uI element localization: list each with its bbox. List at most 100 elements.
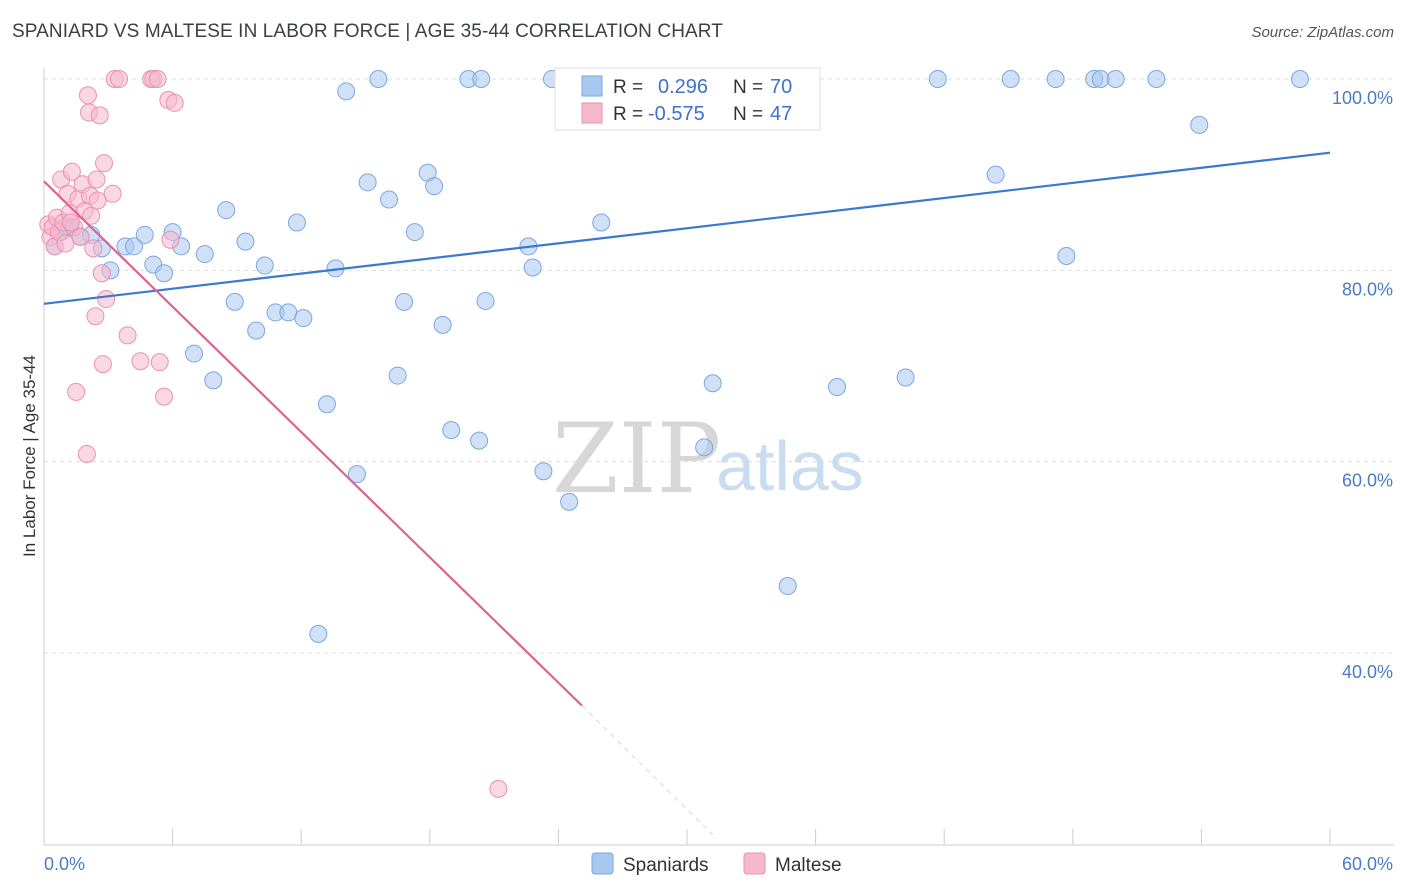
gridlines [44, 78, 1394, 654]
spaniards-point [287, 213, 306, 232]
spaniards-point [1046, 70, 1065, 88]
spaniards-point [405, 223, 424, 242]
spaniards-point [433, 315, 452, 334]
trend-lines [43, 151, 1331, 836]
x-tick-label: 0.0% [44, 854, 85, 874]
spaniards-points [45, 70, 1309, 643]
y-tick-label: 60.0% [1342, 471, 1393, 491]
maltese-point [489, 779, 508, 798]
spaniards-point [279, 303, 298, 322]
chart-title: SPANIARD VS MALTESE IN LABOR FORCE | AGE… [12, 21, 723, 42]
spaniards-point [1106, 70, 1125, 88]
spaniards-point [470, 431, 489, 450]
watermark-atlas-text: atlas [716, 427, 864, 505]
maltese-point [131, 352, 150, 371]
spaniards-point [560, 492, 579, 511]
stats-box: R = 0.296 N = 70 R = -0.575 N = 47 [554, 67, 821, 131]
maltese-point [103, 184, 122, 203]
maltese-point [78, 86, 97, 105]
spaniards-point [317, 395, 336, 414]
spaniards-point [1147, 70, 1166, 88]
x-tick-labels: 0.0% 60.0% [44, 854, 1393, 874]
maltese-point [92, 264, 111, 283]
stats-n-label-2: N = [733, 104, 763, 125]
spaniards-point [195, 245, 214, 264]
spaniards-point [472, 70, 491, 88]
stats-n-label-1: N = [733, 77, 763, 98]
maltese-point [161, 230, 180, 249]
spaniards-point [217, 201, 236, 220]
maltese-point [88, 191, 107, 210]
spaniards-point [369, 70, 388, 88]
spaniards-point [380, 190, 399, 209]
spaniards-point [1290, 70, 1309, 88]
legend: Spaniards Maltese [591, 852, 842, 876]
maltese-point [110, 70, 129, 88]
y-tick-label: 80.0% [1342, 279, 1393, 299]
spaniards-point [236, 232, 255, 251]
stats-r-label-1: R = [613, 77, 643, 98]
stats-n-value-1: 70 [770, 76, 792, 98]
maltese-point [93, 355, 112, 374]
legend-swatch-maltese [743, 852, 766, 875]
spaniards-point [309, 624, 328, 643]
maltese-point [67, 382, 86, 401]
y-tick-labels: 100.0% 80.0% 60.0% 40.0% [1332, 88, 1393, 682]
maltese-trend-extension [581, 705, 714, 836]
spaniards-point [204, 371, 223, 390]
maltese-point [71, 227, 90, 246]
spaniards-point [1001, 70, 1020, 88]
stats-r-label-2: R = [613, 104, 643, 125]
spaniards-point [534, 462, 553, 481]
maltese-point [56, 234, 75, 253]
spaniards-point [358, 173, 377, 192]
maltese-point [77, 445, 96, 464]
spaniards-point [425, 177, 444, 196]
maltese-point [148, 70, 167, 88]
maltese-point [165, 93, 184, 112]
watermark-zip-text: ZIP [552, 403, 721, 515]
spaniards-point [185, 344, 204, 363]
spaniards-point [125, 237, 144, 256]
maltese-trend-line [43, 180, 583, 707]
maltese-point [87, 170, 106, 189]
stats-n-value-2: 47 [770, 103, 792, 125]
spaniards-point [247, 321, 266, 340]
maltese-point [155, 387, 174, 406]
maltese-point [61, 213, 80, 232]
y-axis-title: In Labor Force | Age 35-44 [20, 355, 39, 557]
y-tick-label: 40.0% [1342, 662, 1393, 682]
axes [43, 68, 1394, 846]
stats-r-value-1: 0.296 [658, 76, 708, 98]
stats-r-value-2: -0.575 [648, 103, 705, 125]
spaniards-point [695, 438, 714, 457]
legend-swatch-spaniards [591, 852, 614, 875]
spaniards-point [703, 374, 722, 393]
spaniards-point [1190, 115, 1209, 134]
spaniards-point [225, 292, 244, 311]
maltese-point [82, 206, 101, 225]
spaniards-point [986, 165, 1005, 184]
spaniards-point [135, 225, 154, 244]
legend-label-maltese: Maltese [775, 855, 842, 876]
spaniards-point [294, 309, 313, 328]
maltese-point [86, 307, 105, 326]
stats-swatch-spaniards [581, 75, 603, 97]
maltese-point [62, 162, 81, 181]
maltese-point [118, 326, 137, 345]
maltese-points [39, 70, 508, 798]
spaniards-point [592, 213, 611, 232]
watermark: ZIP atlas [552, 403, 864, 515]
maltese-point [97, 290, 116, 309]
spaniards-trend-line [43, 151, 1331, 305]
spaniards-point [155, 264, 174, 283]
spaniards-point [442, 421, 461, 440]
maltese-point [84, 239, 103, 258]
spaniards-point [395, 292, 414, 311]
spaniards-point [476, 291, 495, 310]
spaniards-point [347, 465, 366, 484]
spaniards-point [523, 258, 542, 277]
maltese-point [90, 106, 109, 125]
y-tick-label: 100.0% [1332, 88, 1393, 108]
